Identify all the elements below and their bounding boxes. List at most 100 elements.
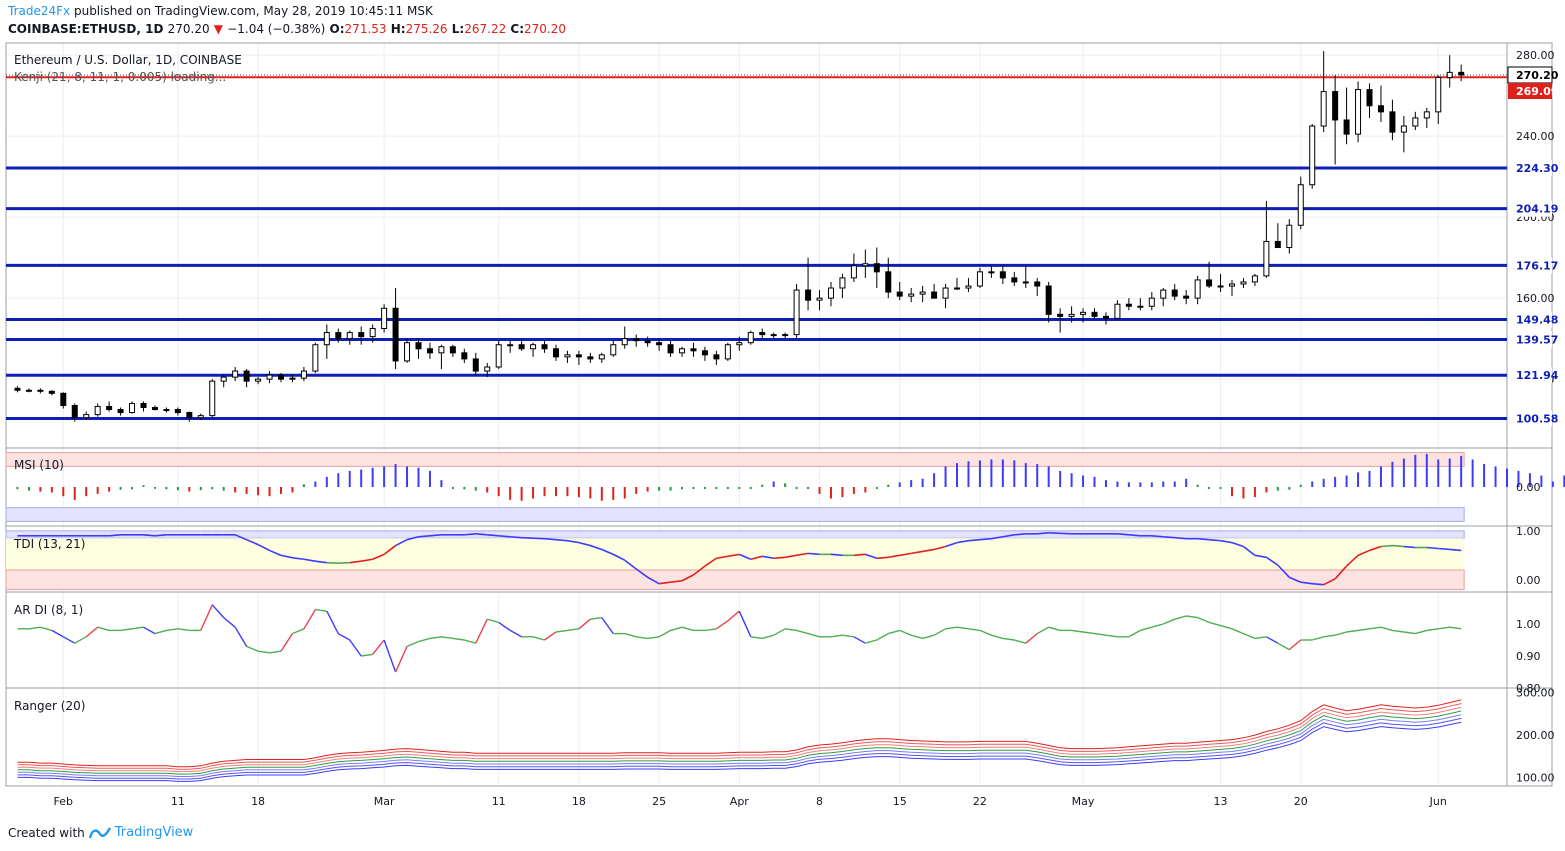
ardi-line-segment <box>498 621 511 631</box>
candle <box>656 338 663 351</box>
candle-body <box>954 287 961 290</box>
x-tick-label: Jun <box>1429 795 1447 808</box>
tdi-line-segment <box>968 538 980 542</box>
candle <box>782 332 789 339</box>
ardi-title: AR DI (8, 1) <box>14 603 83 617</box>
ardi-line-segment <box>246 645 259 652</box>
candle-body <box>426 348 433 354</box>
candle <box>1332 75 1339 165</box>
tdi-line-segment <box>1449 548 1462 552</box>
ranger-y-tick: 200.00 <box>1516 729 1555 742</box>
candle <box>667 340 674 357</box>
tdi-line-segment <box>853 553 866 557</box>
tdi-line-segment <box>670 579 683 584</box>
tdi-line-segment <box>796 552 809 557</box>
candle <box>25 388 32 393</box>
candle-body <box>850 265 857 279</box>
ranger-y-tick: 300.00 <box>1516 686 1555 699</box>
tdi-line-segment <box>1426 546 1439 550</box>
ardi-line-segment <box>956 626 969 630</box>
ardi-line-segment <box>383 639 397 673</box>
tdi-line-segment <box>1174 536 1187 540</box>
tradingview-brand[interactable]: TradingView <box>114 825 194 840</box>
x-tick-label: Mar <box>374 795 395 808</box>
ardi-line-segment <box>738 610 752 638</box>
candle <box>965 277 972 293</box>
ardi-line-segment <box>830 634 843 638</box>
high-label: H: <box>390 22 406 36</box>
tdi-line-segment <box>601 548 614 556</box>
ardi-line-segment <box>166 628 178 632</box>
ardi-line-segment <box>555 629 568 633</box>
low-label: L: <box>451 22 465 36</box>
candle-body <box>140 402 147 409</box>
candle <box>1446 55 1453 88</box>
candle <box>701 346 708 361</box>
ardi-line-segment <box>785 628 797 632</box>
candle-body <box>816 297 823 301</box>
tdi-line-segment <box>498 534 511 538</box>
candle-body <box>713 354 720 360</box>
tdi-line-segment <box>567 539 580 544</box>
ardi-line-segment <box>200 604 213 631</box>
ardi-line-segment <box>315 608 327 612</box>
candle <box>335 328 342 343</box>
ardi-line-segment <box>727 610 740 622</box>
ardi-line-segment <box>303 609 316 630</box>
candle <box>60 392 67 409</box>
tdi-line-segment <box>143 534 156 537</box>
candle <box>289 375 296 383</box>
candle <box>117 407 124 416</box>
candle-body <box>736 342 743 346</box>
ranger-band-line <box>17 703 1462 770</box>
ardi-line-segment <box>968 628 981 632</box>
tdi-line-segment <box>1242 545 1256 556</box>
tdi-line-segment <box>1346 554 1359 567</box>
candle-body <box>908 293 915 297</box>
tdi-line-segment <box>716 555 728 560</box>
candle-body <box>1229 283 1236 287</box>
candle-body <box>392 307 399 362</box>
tdi-line-segment <box>1151 534 1164 538</box>
msi-title: MSI (10) <box>14 458 64 472</box>
candle <box>942 283 949 309</box>
ardi-line-segment <box>234 626 248 647</box>
level-label-bg <box>1508 331 1552 348</box>
publisher-name[interactable]: Trade24Fx <box>8 4 71 18</box>
candle <box>461 348 468 363</box>
ardi-line-segment <box>865 639 877 644</box>
candle-body <box>83 414 90 419</box>
y-tick-label: 240.00 <box>1516 130 1555 143</box>
tdi-line-segment <box>383 544 397 555</box>
ardi-line-segment <box>257 650 270 654</box>
candle-body <box>690 348 697 352</box>
candle <box>472 352 479 376</box>
candle-body <box>770 334 777 337</box>
ardi-line-segment <box>1082 631 1095 635</box>
tdi-line-segment <box>956 539 969 544</box>
candle <box>106 401 113 412</box>
ardi-line-segment <box>1254 636 1267 640</box>
msi-bars <box>16 453 1565 501</box>
tdi-line-segment <box>922 548 935 553</box>
candle-body <box>575 354 582 358</box>
tdi-line-segment <box>773 556 786 560</box>
ardi-line-segment <box>269 650 282 654</box>
candle-body <box>151 407 158 411</box>
candle-body <box>827 287 834 299</box>
candle <box>988 265 995 278</box>
ardi-line-segment <box>1312 636 1324 641</box>
candle-body <box>587 356 594 360</box>
ardi-line-segment <box>796 629 809 635</box>
ardi-line-segment <box>945 626 958 630</box>
grid-lines <box>6 43 1507 786</box>
ardi-line-segment <box>51 629 64 638</box>
x-tick-label: 13 <box>1214 795 1228 808</box>
candle <box>1102 312 1109 325</box>
candle <box>862 249 869 278</box>
candle <box>1217 273 1224 293</box>
candle <box>449 344 456 357</box>
candle-body <box>1332 91 1339 121</box>
indicator-subtitle: Kenji (21, 8, 11, 1, 0.005) loading... <box>14 70 226 84</box>
